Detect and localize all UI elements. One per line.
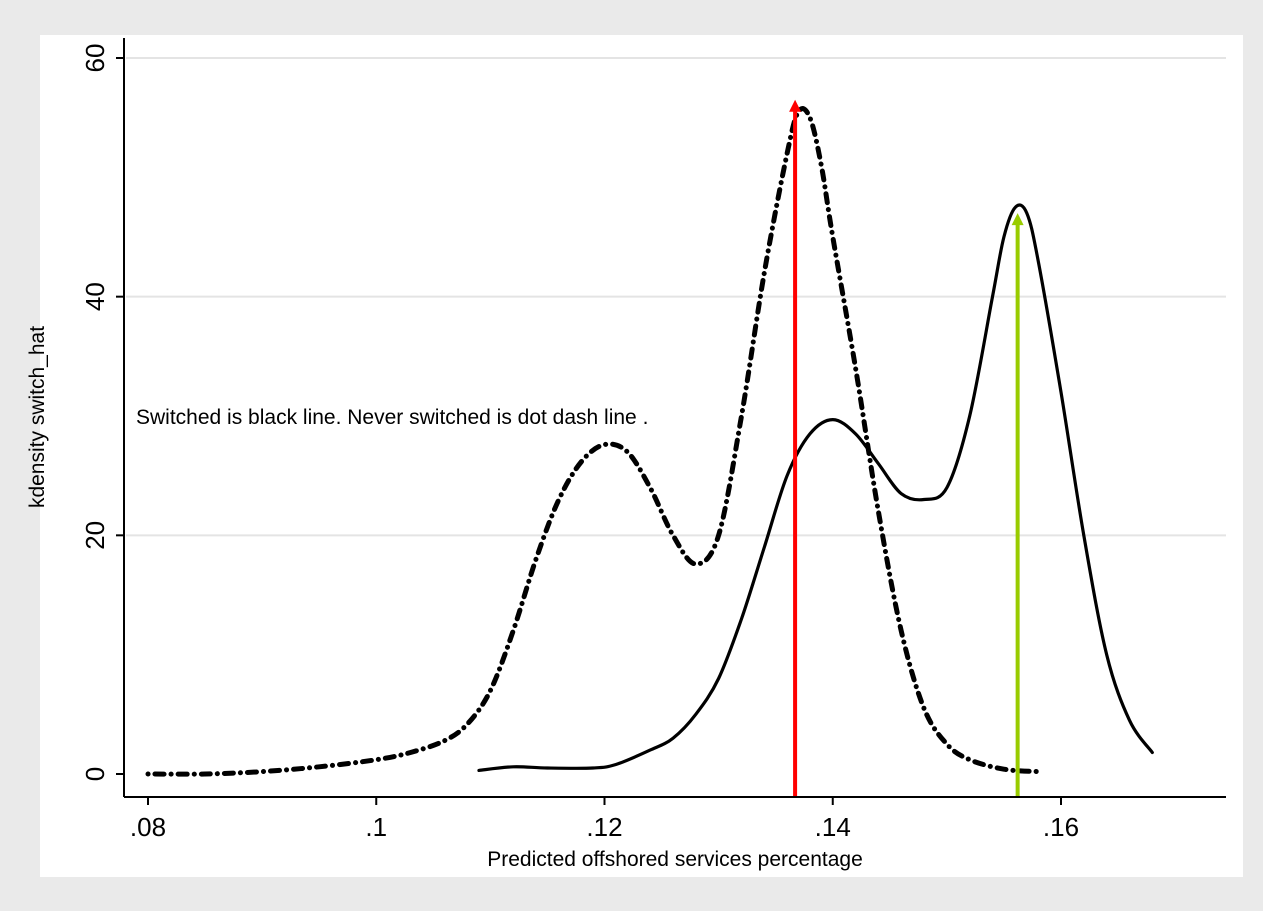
- marker-group: [789, 99, 1024, 797]
- plot-background: [40, 35, 1243, 877]
- y-axis-ticks: 0 20 40 60: [80, 44, 124, 781]
- switched-density-line: [477, 203, 1154, 773]
- x-tick-label: .14: [815, 812, 851, 842]
- y-tick-label: 40: [80, 282, 110, 311]
- never-switched-density-line: [145, 106, 1041, 777]
- chart-annotation: Switched is black line. Never switched i…: [136, 406, 648, 429]
- green-marker-arrow: [1011, 213, 1024, 797]
- series-group: [145, 106, 1154, 777]
- y-tick-label: 20: [80, 521, 110, 550]
- y-tick-label: 60: [80, 44, 110, 73]
- grid-lines: [126, 57, 1226, 537]
- red-marker-arrow: [789, 99, 802, 797]
- x-tick-label: .08: [130, 812, 166, 842]
- marker-arrowhead: [1011, 213, 1024, 226]
- x-axis-ticks: .08 .1 .12 .14 .16: [130, 797, 1079, 842]
- y-tick-label: 0: [80, 767, 110, 781]
- x-tick-label: .16: [1043, 812, 1079, 842]
- y-axis-label: kdensity switch_hat: [26, 326, 49, 508]
- x-tick-label: .12: [586, 812, 622, 842]
- marker-arrowhead: [789, 99, 802, 112]
- x-tick-label: .1: [365, 812, 387, 842]
- x-axis-label: Predicted offshored services percentage: [487, 848, 863, 871]
